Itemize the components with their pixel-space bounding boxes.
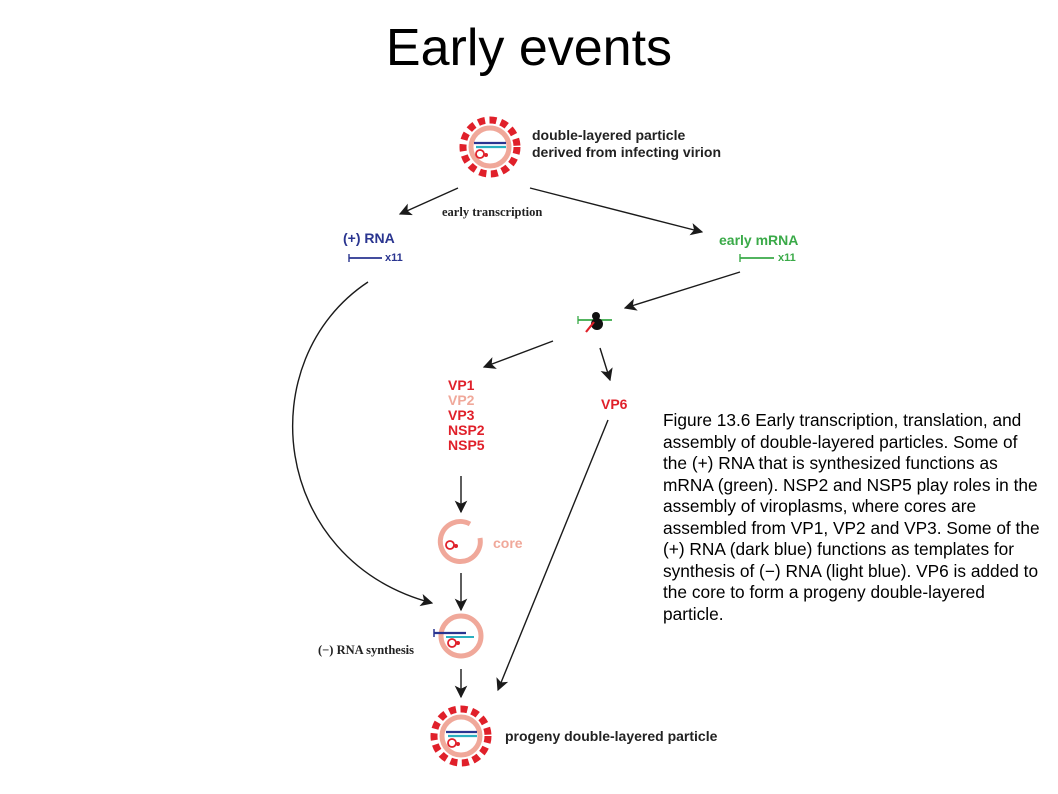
arrow-to-ribosome: [623, 271, 741, 311]
synthesis-particle-icon: [433, 613, 484, 659]
arrow-plus-rna-to-minus-synthesis: [291, 281, 434, 607]
plus-rna-strand-icon: [348, 254, 382, 262]
protein-vp1: VP1: [448, 377, 475, 393]
protein-vp3: VP3: [448, 407, 475, 423]
protein-nsp5: NSP5: [448, 437, 485, 453]
early-mrna-strand-icon: [739, 254, 774, 262]
minus-rna-synthesis-label: (−) RNA synthesis: [318, 643, 415, 657]
parent-particle-icon: [459, 116, 521, 178]
early-mrna-copies: x11: [778, 252, 796, 264]
arrow-to-vp6: [599, 347, 613, 382]
arrow-to-plus-rna: [398, 187, 459, 216]
plus-rna-label: (+) RNA: [343, 230, 395, 246]
progeny-particle-label: progeny double-layered particle: [505, 728, 718, 744]
arrow-to-core-proteins: [482, 340, 554, 369]
core-particle-icon: [437, 519, 483, 564]
early-mrna-label: early mRNA: [719, 232, 799, 248]
vp6-label: VP6: [601, 396, 628, 412]
plus-rna-copies: x11: [385, 252, 403, 264]
ribosome-icon: [577, 312, 612, 333]
core-label: core: [493, 535, 523, 551]
arrow-to-early-mrna: [529, 187, 704, 236]
progeny-particle-icon: [430, 705, 492, 767]
early-transcription-label: early transcription: [442, 205, 543, 219]
core-protein-list: VP1 VP2 VP3 NSP2 NSP5: [448, 378, 485, 453]
parent-particle-label: double-layered particle derived from inf…: [532, 127, 722, 160]
protein-nsp2: NSP2: [448, 422, 485, 438]
slide-title: Early events: [385, 19, 673, 77]
protein-vp2: VP2: [448, 392, 475, 408]
arrow-vp6-to-progeny: [496, 419, 609, 692]
figure-caption: Figure 13.6 Early transcription, transla…: [663, 410, 1040, 624]
